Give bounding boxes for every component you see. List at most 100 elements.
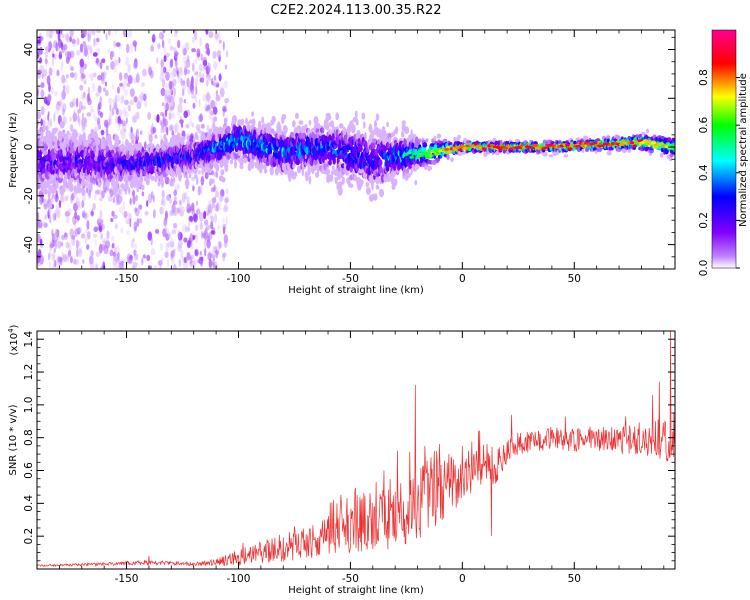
heatmap-cell (136, 128, 139, 138)
heatmap-cell (163, 198, 166, 207)
heatmap-cell (142, 93, 147, 102)
heatmap-cell (131, 264, 136, 269)
heatmap-cell (182, 224, 187, 233)
heatmap-cell (77, 109, 81, 114)
heatmap-cell (76, 37, 80, 46)
heatmap-cell (125, 80, 128, 87)
heatmap-cell (106, 185, 110, 192)
heatmap-cell (198, 99, 201, 108)
heatmap-cell (75, 49, 81, 56)
heatmap-cell (200, 262, 203, 267)
heatmap-cell (359, 179, 364, 185)
heatmap-cell (180, 136, 186, 141)
heatmap-cell (90, 105, 93, 111)
heatmap-cell (208, 114, 214, 120)
heatmap-cell (133, 221, 138, 232)
heatmap-cell (196, 200, 199, 206)
heatmap-cell (337, 186, 343, 196)
heatmap-cell (47, 40, 52, 50)
heatmap-cell (54, 239, 58, 250)
heatmap-cell (199, 250, 202, 256)
heatmap-cell (94, 125, 100, 133)
heatmap-cell (375, 113, 380, 121)
heatmap-cell (154, 134, 158, 139)
heatmap-cell (134, 41, 137, 52)
heatmap-cell (215, 171, 219, 179)
heatmap-cell (37, 233, 41, 243)
heatmap-cell (148, 66, 153, 76)
heatmap-cell (133, 243, 138, 250)
heatmap-cell (155, 143, 161, 153)
heatmap-cell (73, 185, 77, 195)
heatmap-cell (76, 214, 80, 221)
heatmap-cell (82, 91, 86, 99)
heatmap-cell (119, 82, 123, 87)
heatmap-cell (155, 229, 160, 234)
heatmap-cell (129, 100, 134, 106)
heatmap-cell (69, 63, 72, 71)
heatmap-cell (355, 119, 359, 126)
heatmap-cell (251, 118, 256, 128)
heatmap-cell (122, 107, 127, 117)
heatmap-cell (144, 141, 147, 151)
heatmap-cell (199, 77, 205, 83)
heatmap-cell (55, 180, 59, 190)
heatmap-cell (165, 102, 169, 112)
heatmap-cell (173, 196, 177, 201)
heatmap-cell (222, 217, 225, 224)
heatmap-cell (197, 129, 202, 134)
heatmap-cell (177, 110, 180, 118)
heatmap-cell (188, 215, 194, 222)
heatmap-cell (69, 228, 74, 237)
heatmap-cell (136, 111, 140, 120)
heatmap-cell (62, 115, 66, 123)
heatmap-cell (105, 179, 110, 188)
heatmap-cell (61, 234, 65, 241)
heatmap-cell (206, 79, 209, 87)
heatmap-cell (213, 60, 218, 70)
heatmap-cell (229, 159, 234, 165)
heatmap-cell (84, 80, 87, 85)
heatmap-cell (264, 168, 268, 174)
heatmap-cell (60, 241, 64, 247)
heatmap-cell (178, 67, 182, 75)
heatmap-cell (222, 105, 227, 112)
heatmap-cell (165, 87, 168, 96)
heatmap-cell (78, 101, 83, 111)
heatmap-cell (192, 185, 195, 192)
heatmap-cell (115, 42, 121, 47)
heatmap-cell (170, 70, 175, 80)
heatmap-cell (65, 195, 69, 201)
heatmap-cell (326, 114, 332, 121)
heatmap-cell (52, 264, 55, 269)
heatmap-cell (81, 210, 86, 218)
heatmap-cell (224, 64, 228, 70)
heatmap-cell (39, 238, 43, 246)
heatmap-cell (133, 96, 138, 103)
heatmap-cell (109, 103, 112, 112)
heatmap-cell (99, 112, 104, 118)
heatmap-cell (165, 210, 168, 219)
heatmap-cell (75, 196, 80, 204)
heatmap-cell (42, 124, 46, 133)
heatmap-cell (162, 228, 167, 238)
heatmap-cell (113, 40, 117, 48)
heatmap-cell (81, 30, 86, 37)
heatmap-cell (191, 48, 197, 53)
heatmap-cell (165, 83, 168, 88)
heatmap-cell (163, 46, 167, 56)
heatmap-cell (325, 168, 331, 175)
heatmap-cell (57, 100, 62, 106)
heatmap-cell (53, 261, 56, 266)
heatmap-cell (114, 258, 119, 264)
heatmap-cell (109, 189, 114, 198)
heatmap-cell (186, 203, 192, 214)
heatmap-cell (131, 139, 135, 145)
heatmap-cell (97, 103, 100, 114)
heatmap-cell (47, 190, 51, 199)
heatmap-cell (113, 102, 118, 110)
heatmap-cell (82, 46, 85, 57)
heatmap-cell (169, 210, 173, 217)
heatmap-cell (183, 237, 188, 243)
